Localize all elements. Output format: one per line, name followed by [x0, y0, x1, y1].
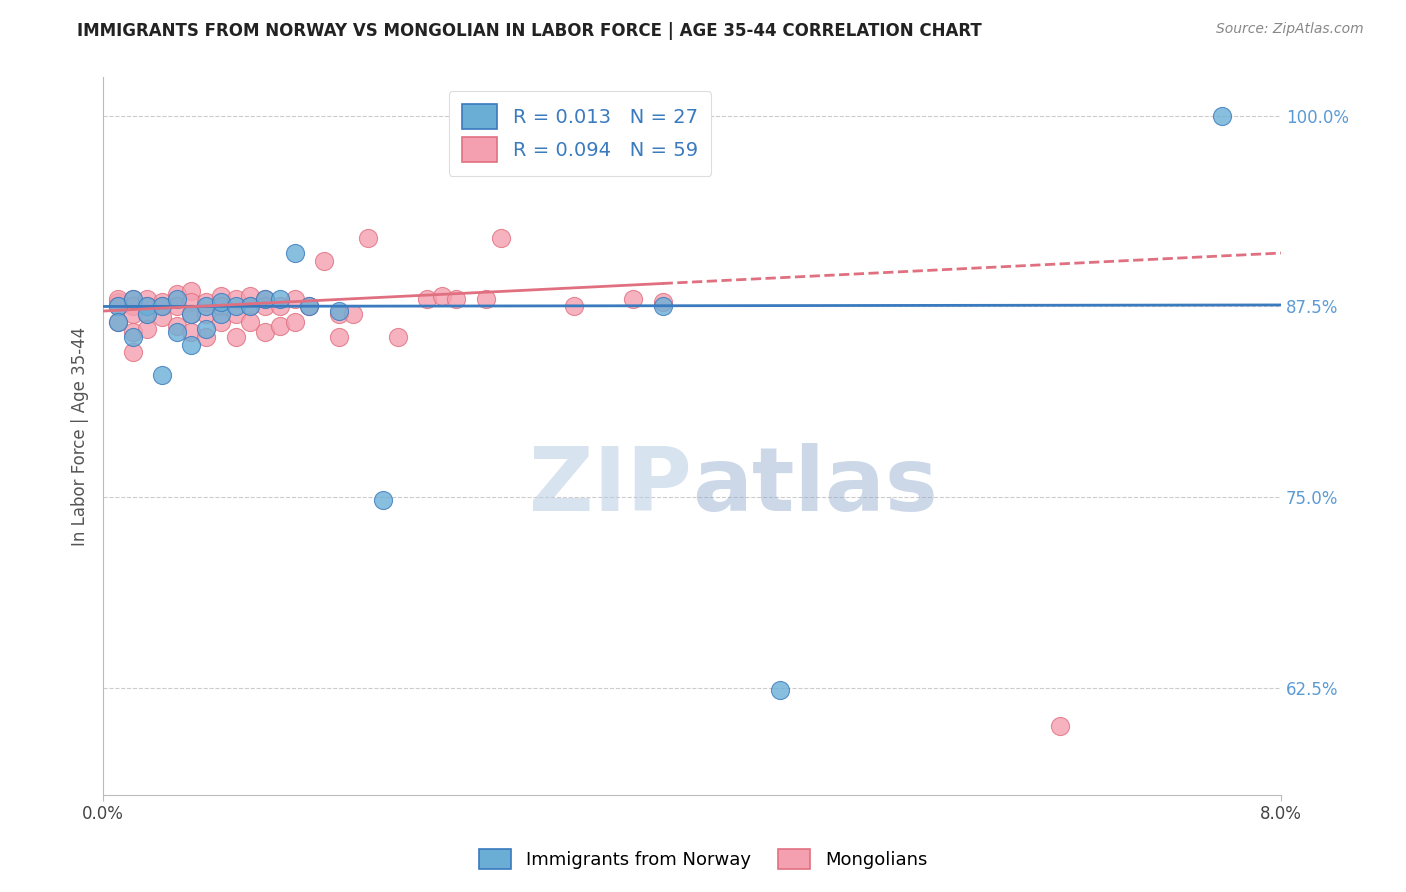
Point: [416, 292, 439, 306]
Point: [283, 315, 305, 329]
Point: [312, 253, 335, 268]
Text: atlas: atlas: [692, 443, 938, 530]
Point: [121, 300, 143, 314]
Point: [107, 300, 129, 314]
Point: [209, 294, 232, 309]
Point: [328, 307, 350, 321]
Legend: Immigrants from Norway, Mongolians: Immigrants from Norway, Mongolians: [470, 839, 936, 879]
Point: [283, 246, 305, 260]
Point: [107, 292, 129, 306]
Point: [1049, 719, 1071, 733]
Point: [254, 300, 277, 314]
Point: [269, 300, 291, 314]
Point: [121, 292, 143, 306]
Point: [136, 292, 159, 306]
Point: [446, 292, 468, 306]
Point: [136, 322, 159, 336]
Point: [371, 493, 394, 508]
Point: [651, 300, 673, 314]
Point: [225, 330, 247, 344]
Point: [357, 231, 380, 245]
Text: Source: ZipAtlas.com: Source: ZipAtlas.com: [1216, 22, 1364, 37]
Point: [592, 124, 614, 138]
Point: [225, 292, 247, 306]
Point: [166, 300, 188, 314]
Point: [150, 300, 173, 314]
Text: IMMIGRANTS FROM NORWAY VS MONGOLIAN IN LABOR FORCE | AGE 35-44 CORRELATION CHART: IMMIGRANTS FROM NORWAY VS MONGOLIAN IN L…: [77, 22, 981, 40]
Point: [150, 310, 173, 325]
Point: [166, 292, 188, 306]
Point: [180, 326, 202, 340]
Point: [136, 307, 159, 321]
Y-axis label: In Labor Force | Age 35-44: In Labor Force | Age 35-44: [72, 326, 89, 546]
Point: [209, 315, 232, 329]
Point: [239, 315, 262, 329]
Point: [107, 315, 129, 329]
Point: [254, 326, 277, 340]
Point: [195, 330, 218, 344]
Point: [254, 292, 277, 306]
Point: [136, 300, 159, 314]
Point: [136, 300, 159, 314]
Point: [121, 330, 143, 344]
Point: [387, 330, 409, 344]
Point: [254, 292, 277, 306]
Point: [298, 300, 321, 314]
Point: [166, 319, 188, 334]
Point: [225, 307, 247, 321]
Point: [180, 337, 202, 351]
Point: [209, 307, 232, 321]
Text: ZIP: ZIP: [529, 443, 692, 530]
Point: [475, 292, 498, 306]
Point: [209, 300, 232, 314]
Point: [562, 300, 585, 314]
Point: [269, 292, 291, 306]
Point: [195, 307, 218, 321]
Point: [489, 231, 512, 245]
Point: [1211, 109, 1233, 123]
Point: [180, 307, 202, 321]
Point: [166, 287, 188, 301]
Point: [107, 315, 129, 329]
Point: [180, 294, 202, 309]
Point: [239, 300, 262, 314]
Point: [136, 307, 159, 321]
Point: [769, 682, 792, 697]
Point: [195, 294, 218, 309]
Point: [225, 300, 247, 314]
Point: [195, 322, 218, 336]
Point: [180, 307, 202, 321]
Point: [121, 292, 143, 306]
Point: [150, 368, 173, 383]
Point: [328, 304, 350, 318]
Point: [121, 345, 143, 359]
Point: [621, 292, 644, 306]
Point: [342, 307, 364, 321]
Point: [107, 294, 129, 309]
Point: [166, 326, 188, 340]
Point: [283, 292, 305, 306]
Legend: R = 0.013   N = 27, R = 0.094   N = 59: R = 0.013 N = 27, R = 0.094 N = 59: [449, 91, 711, 176]
Point: [107, 300, 129, 314]
Point: [121, 326, 143, 340]
Point: [430, 289, 453, 303]
Point: [651, 294, 673, 309]
Point: [195, 300, 218, 314]
Point: [328, 330, 350, 344]
Point: [298, 300, 321, 314]
Point: [121, 307, 143, 321]
Point: [180, 284, 202, 298]
Point: [239, 300, 262, 314]
Point: [150, 300, 173, 314]
Point: [269, 319, 291, 334]
Point: [239, 289, 262, 303]
Point: [150, 294, 173, 309]
Point: [209, 289, 232, 303]
